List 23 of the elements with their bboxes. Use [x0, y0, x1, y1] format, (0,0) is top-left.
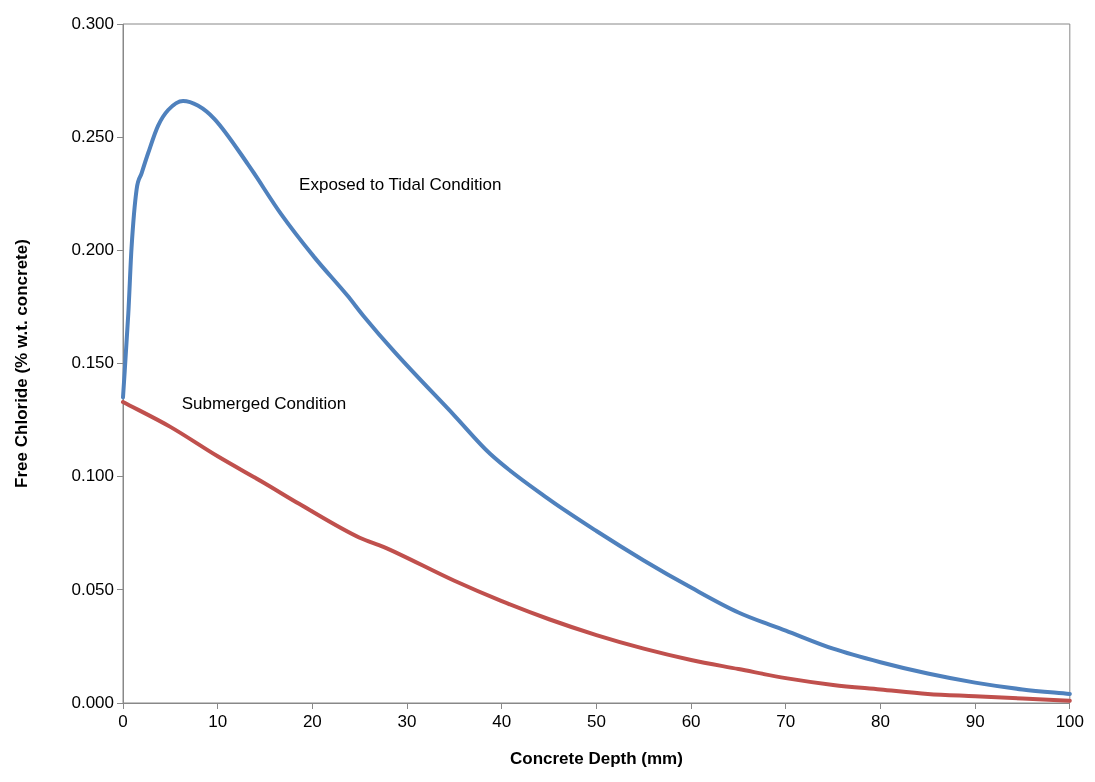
series-label: Submerged Condition — [181, 393, 347, 413]
x-tick-label: 30 — [397, 711, 417, 731]
line-series — [121, 98, 1072, 696]
y-tick-label: 0.250 — [71, 126, 114, 146]
x-tick-label: 40 — [492, 711, 512, 731]
x-tick-label: 50 — [586, 711, 606, 731]
x-tick-label: 0 — [118, 711, 128, 731]
x-tick-label: 80 — [870, 711, 890, 731]
x-tick-label: 90 — [965, 711, 985, 731]
x-axis-title: Concrete Depth (mm) — [509, 749, 683, 769]
y-tick-label: 0.300 — [71, 13, 114, 33]
y-tick-label: 0.200 — [71, 240, 114, 260]
x-tick-label: 70 — [776, 711, 796, 731]
y-tick-label: 0.000 — [71, 692, 114, 712]
y-tick-label: 0.050 — [71, 579, 114, 599]
y-axis-title: Free Chloride (% w.t. concrete) — [11, 239, 31, 488]
y-tick-label: 0.100 — [71, 466, 114, 486]
series-label: Exposed to Tidal Condition — [299, 174, 502, 194]
x-tick-label: 100 — [1055, 711, 1085, 731]
x-tick-label: 10 — [208, 711, 228, 731]
y-tick-label: 0.150 — [71, 353, 114, 373]
x-tick-label: 20 — [302, 711, 322, 731]
x-tick-label: 60 — [681, 711, 701, 731]
